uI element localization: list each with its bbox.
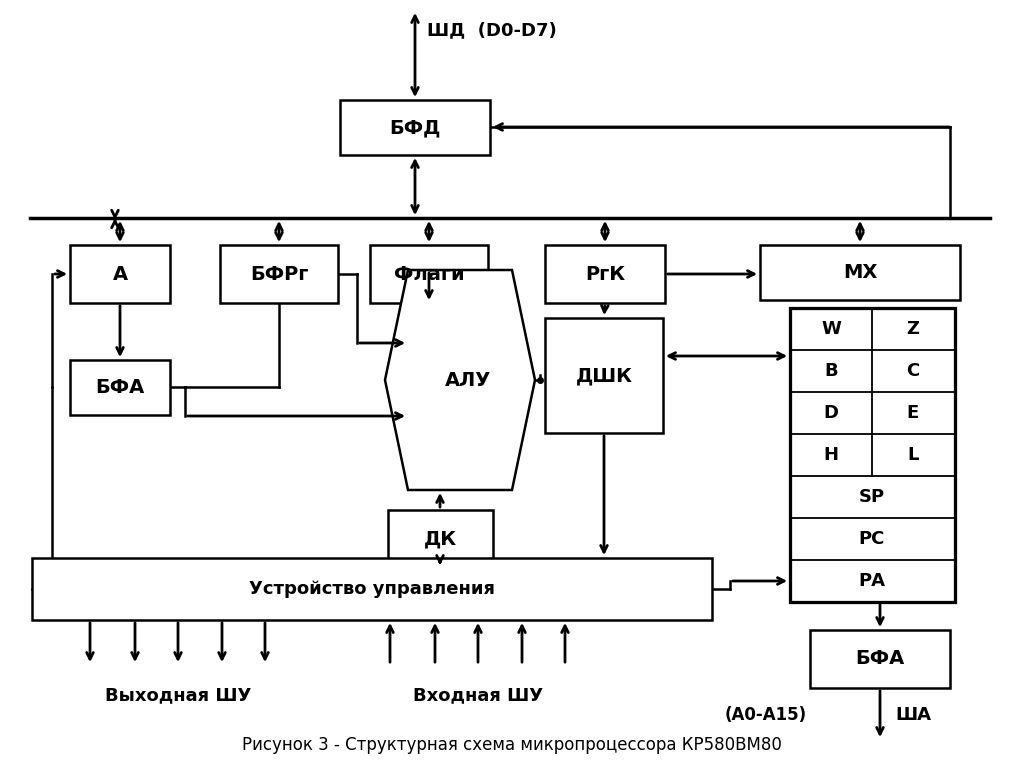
Text: ДК: ДК [424, 529, 457, 548]
Text: БФД: БФД [389, 118, 440, 137]
Text: (А0-А15): (А0-А15) [725, 706, 807, 724]
Text: РА: РА [858, 572, 886, 590]
Text: H: H [823, 446, 839, 464]
Text: ДШК: ДШК [575, 366, 633, 385]
Text: АЛУ: АЛУ [444, 370, 492, 390]
Bar [388, 510, 493, 568]
Bar [340, 100, 490, 155]
Text: БФА: БФА [855, 650, 904, 669]
Text: А: А [113, 265, 128, 284]
Bar [370, 245, 488, 303]
Bar [760, 245, 961, 300]
Text: Выходная ШУ: Выходная ШУ [104, 686, 251, 704]
Text: D: D [823, 404, 839, 422]
Text: B: B [824, 362, 838, 380]
Text: C: C [906, 362, 920, 380]
Bar [70, 245, 170, 303]
Bar [220, 245, 338, 303]
Text: Флаги: Флаги [393, 265, 464, 284]
Bar [790, 308, 955, 602]
Polygon shape [385, 270, 535, 490]
Text: РС: РС [859, 530, 885, 548]
Text: SP: SP [859, 488, 885, 506]
Text: Z: Z [906, 320, 920, 338]
Text: ША: ША [895, 706, 931, 724]
Text: Рисунок 3 - Структурная схема микропроцессора КР580ВМ80: Рисунок 3 - Структурная схема микропроце… [242, 736, 782, 754]
Text: БФРг: БФРг [250, 265, 308, 284]
Text: Устройство управления: Устройство управления [249, 580, 495, 598]
Bar [70, 360, 170, 415]
Bar [545, 318, 663, 433]
Text: ШД  (D0-D7): ШД (D0-D7) [427, 21, 557, 39]
Bar [32, 558, 712, 620]
Bar [810, 630, 950, 688]
Text: W: W [821, 320, 841, 338]
Text: БФА: БФА [95, 378, 144, 397]
Text: E: E [907, 404, 920, 422]
Bar [545, 245, 665, 303]
Text: Входная ШУ: Входная ШУ [413, 686, 543, 704]
Text: L: L [907, 446, 919, 464]
Text: РгК: РгК [585, 265, 625, 284]
Text: МХ: МХ [843, 263, 878, 282]
